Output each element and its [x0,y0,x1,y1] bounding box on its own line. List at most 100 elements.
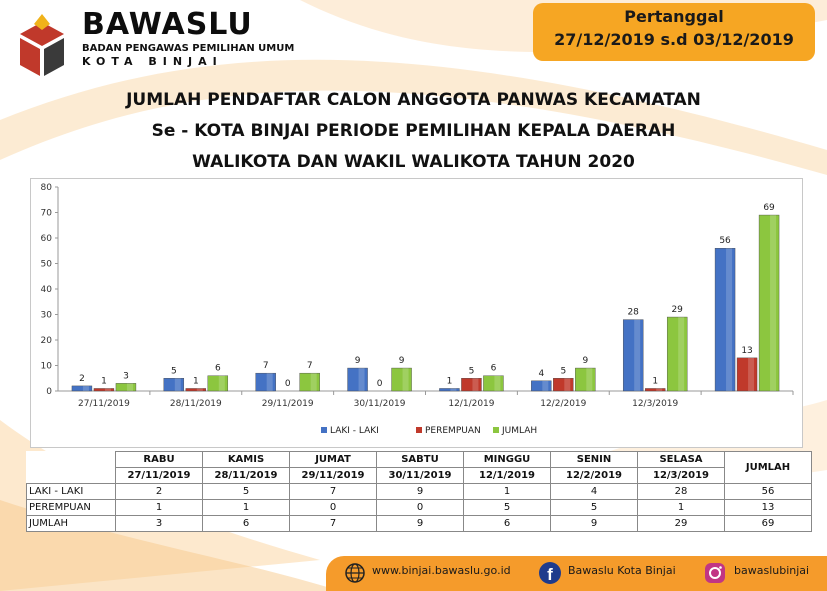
y-tick-label: 70 [41,209,53,219]
bar-highlight [564,378,571,391]
table-cell: 0 [289,499,377,516]
y-tick-label: 30 [41,311,53,321]
table-day-header: KAMIS [202,451,290,468]
table-date-header: 28/11/2019 [202,467,290,484]
data-label: 7 [263,361,269,371]
table-day-header: SENIN [550,451,638,468]
y-tick-label: 0 [46,387,52,397]
table-cell: 29 [637,515,725,532]
data-label: 56 [719,236,731,246]
bar-highlight [266,373,273,391]
table-cell: 7 [289,515,377,532]
table-row-label: JUMLAH [26,515,116,532]
data-label: 9 [582,356,588,366]
y-tick-label: 80 [41,183,53,193]
table-cell: 5 [550,499,638,516]
table-date-header: 12/2/2019 [550,467,638,484]
x-tick-label: 12/1/2019 [448,399,494,409]
bar-highlight [82,385,89,391]
bar [461,378,482,392]
website-link[interactable]: www.binjai.bawaslu.go.id [372,564,511,577]
table-cell: 1 [115,499,203,516]
table-cell: 4 [550,483,638,500]
data-label: 9 [355,356,361,366]
facebook-icon: f [539,562,561,584]
instagram-icon [705,563,725,583]
bar-highlight [358,368,365,391]
data-label: 6 [215,364,221,374]
data-label: 13 [741,346,752,356]
bar [483,375,504,392]
data-label: 5 [560,366,566,376]
legend-label: JUMLAH [501,426,537,436]
bar-highlight [634,319,641,391]
bar [666,316,688,392]
table-corner [27,452,116,468]
data-label: 2 [79,374,85,384]
data-label: 1 [193,376,199,386]
table-cell: 1 [463,483,551,500]
bar [391,367,412,392]
brand-name: BAWASLU [82,7,253,42]
table-header-days: RABU KAMIS JUMAT SABTU MINGGU SENIN SELASA JUML… [27,451,812,484]
legend-swatch [416,427,422,433]
bar [714,247,736,392]
bar [115,383,137,392]
table-row-label: PEREMPUAN [26,499,116,516]
table-day-header: SELASA [637,451,725,468]
bar [347,367,368,392]
bar [758,214,780,392]
bar-highlight [218,375,225,391]
data-label: 0 [285,379,291,389]
table-day-header: JUMAT [289,451,377,468]
x-tick-label: 12/3/2019 [632,399,678,409]
table-header-dates: 27/11/2019 28/11/2019 29/11/2019 30/11/2019… [27,467,812,484]
data-label: 6 [491,364,497,374]
svg-text:f: f [547,565,553,584]
title-line-3: WALIKOTA DAN WAKIL WALIKOTA TAHUN 2020 [192,152,635,172]
instagram-link[interactable]: bawaslubinjai [734,564,810,577]
table-date-header: 29/11/2019 [289,467,377,484]
brand-city: KOTA BINJAI [82,55,223,68]
data-label: 3 [123,371,129,381]
bar [207,375,229,392]
table-day-header: RABU [115,451,203,468]
table-cell: 9 [550,515,638,532]
table-day-header: MINGGU [463,451,551,468]
legend-label: LAKI - LAKI [330,426,379,436]
bar [163,378,185,392]
table-total-cell: 56 [724,483,812,500]
y-tick-label: 50 [41,260,53,270]
x-tick-label: 29/11/2019 [262,399,314,409]
period-label: Pertanggal [624,7,724,26]
bar [185,388,207,392]
data-label: 9 [399,356,405,366]
table-cell: 9 [376,483,464,500]
data-label: 1 [652,376,658,386]
table-cell: 28 [637,483,725,500]
footer-bar: www.binjai.bawaslu.go.id f Bawaslu Kota … [326,556,827,591]
bar-highlight [494,375,501,391]
bar [736,357,758,392]
x-tick-label: 12/2/2019 [540,399,586,409]
table-cell: 1 [202,499,290,516]
table-row: JUMLAH 3 6 7 9 6 9 29 69 [26,515,812,532]
table-day-header: SABTU [376,451,464,468]
data-label: 29 [671,305,683,315]
data-label: 28 [627,308,639,318]
table-cell: 3 [115,515,203,532]
bar-highlight [196,388,203,391]
table-cell: 7 [289,483,377,500]
chart-panel: 0 10 20 30 40 50 60 70 80 27/11/2019 2 1 3 28/11/2019… [30,178,803,448]
table-cell: 0 [376,499,464,516]
bar [575,367,596,392]
bar-highlight [104,388,111,391]
legend-swatch [321,427,327,433]
facebook-link[interactable]: Bawaslu Kota Binjai [568,564,676,577]
table-total-header: JUMLAH [724,451,812,484]
data-table: RABU KAMIS JUMAT SABTU MINGGU SENIN SELASA JUML… [26,451,812,532]
data-label: 5 [171,366,177,376]
bar [622,319,644,392]
bar-highlight [726,248,733,391]
